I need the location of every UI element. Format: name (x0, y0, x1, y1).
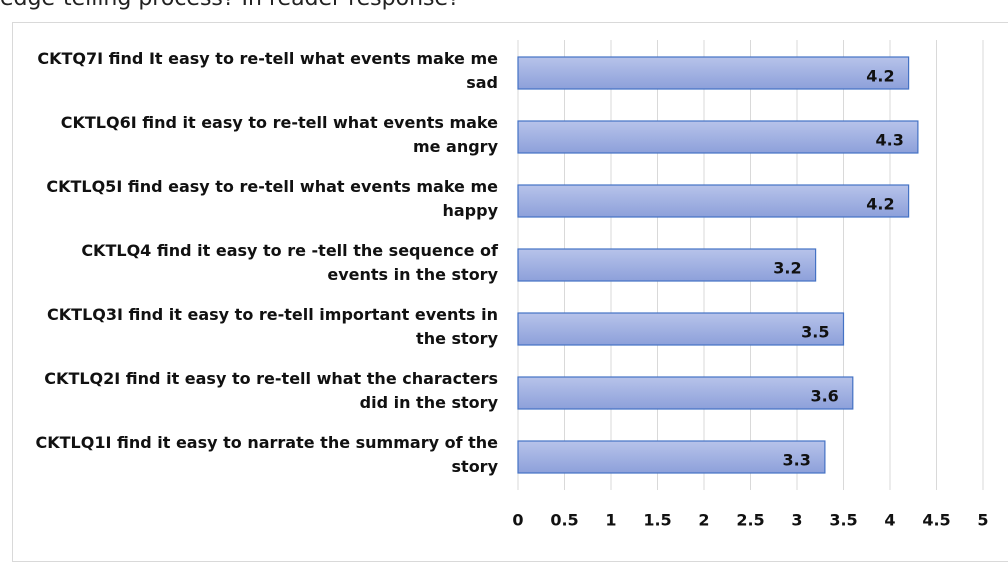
bar (517, 248, 817, 282)
y-tick-label: CKTLQ1I find it easy to narrate the summ… (35, 433, 498, 476)
bar (517, 376, 854, 410)
x-tick-label: 4 (884, 511, 895, 530)
bar (517, 440, 826, 474)
y-tick-label: CKTLQ6I find it easy to re-tell what eve… (60, 113, 498, 156)
bar (517, 312, 845, 346)
x-tick-label: 0 (512, 511, 523, 530)
data-label: 3.5 (801, 323, 829, 342)
y-tick-label: CKTLQ3I find it easy to re-tell importan… (47, 305, 498, 348)
data-label: 4.2 (866, 195, 894, 214)
header-text: edge-telling process? In reader response… (0, 0, 460, 11)
x-tick-label: 3 (791, 511, 802, 530)
y-tick-label: CKTLQ2I find it easy to re-tell what the… (44, 369, 498, 412)
x-tick-label: 2 (698, 511, 709, 530)
bar (517, 56, 910, 90)
data-label: 4.2 (866, 67, 894, 86)
x-tick-label: 5 (977, 511, 988, 530)
data-label: 3.3 (783, 451, 811, 470)
x-tick-label: 3.5 (829, 511, 857, 530)
bar (517, 120, 919, 154)
chart: 0 0.5 1 1.5 2 2.5 3 3.5 4 4.5 5 4.2 4.3 4.2 3.2 3.5 3.6 3… (512, 40, 989, 530)
x-tick-label: 1.5 (643, 511, 671, 530)
x-tick-label: 4.5 (922, 511, 950, 530)
y-tick-label: CKTLQ5I find easy to re-tell what events… (46, 177, 498, 220)
data-label: 3.6 (810, 387, 838, 406)
x-tick-label: 2.5 (736, 511, 764, 530)
x-tick-label: 1 (605, 511, 616, 530)
data-label: 3.2 (773, 259, 801, 278)
x-tick-label: 0.5 (550, 511, 578, 530)
bar (517, 184, 910, 218)
y-tick-label: CKTLQ4 find it easy to re -tell the sequ… (81, 241, 498, 284)
data-label: 4.3 (876, 131, 904, 150)
y-tick-label: CKTQ7I find It easy to re-tell what even… (37, 49, 498, 92)
